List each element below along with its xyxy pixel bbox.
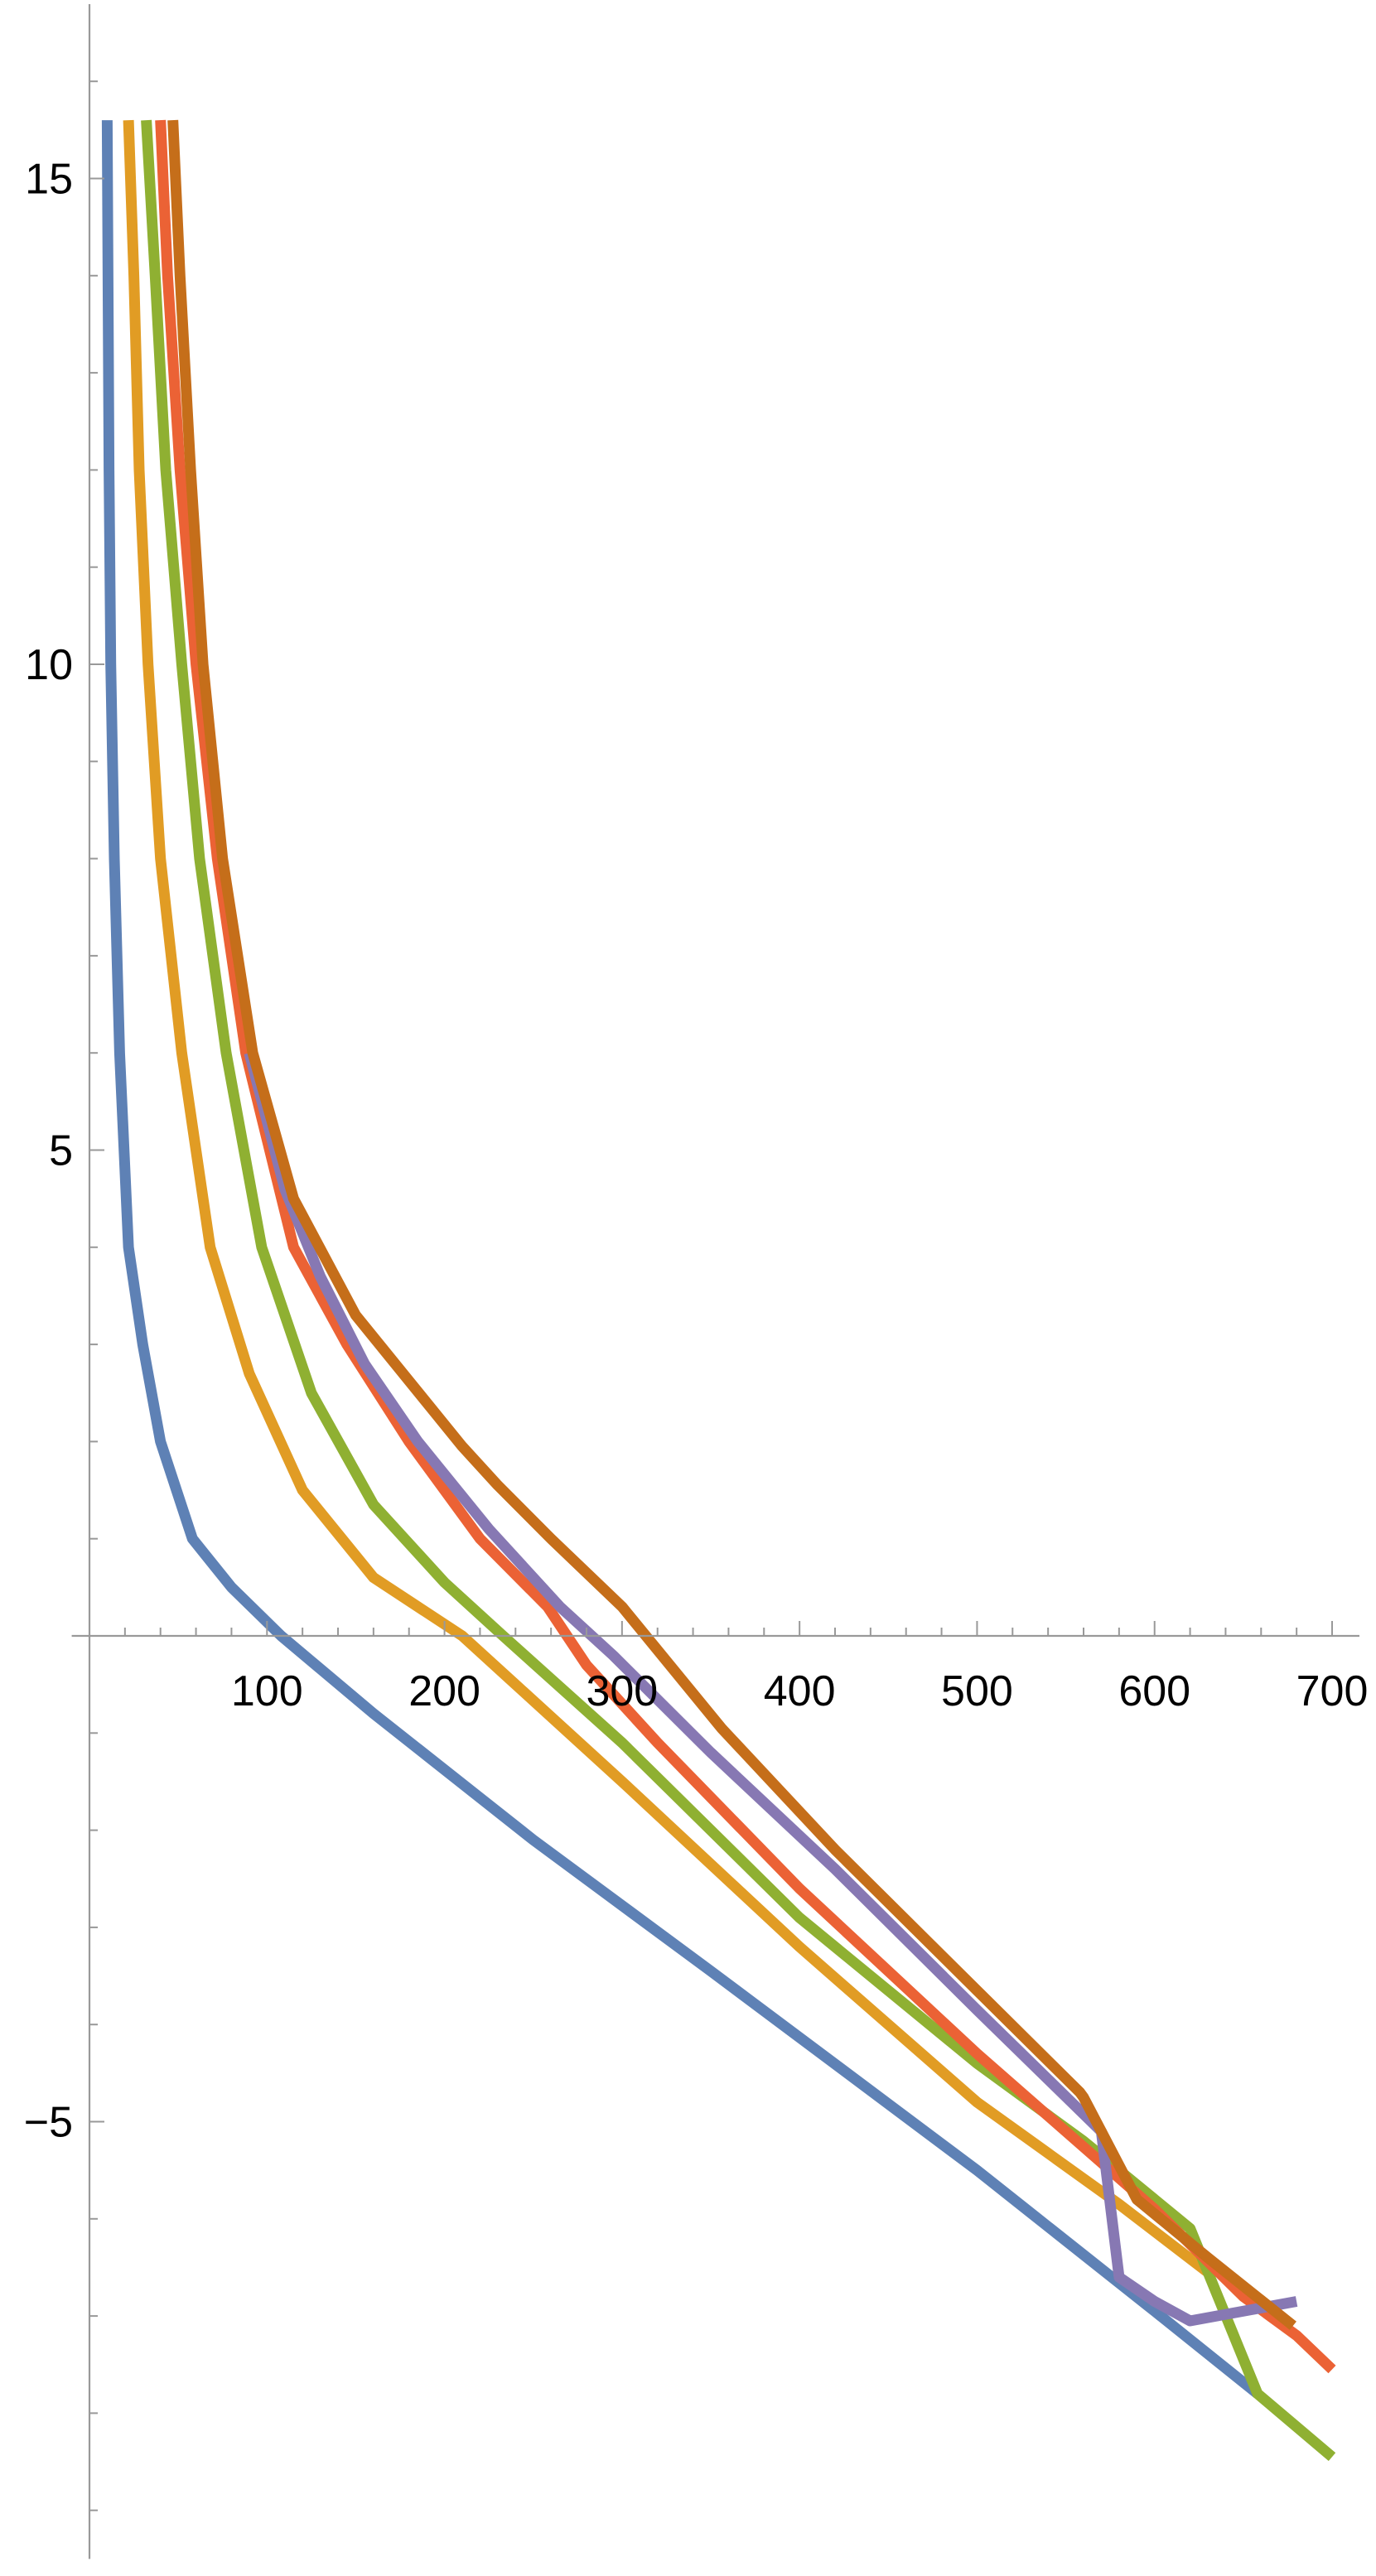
x-ticks: 100 200 300 400 500 600 700	[123, 1621, 1369, 1715]
y-tick-label: 5	[49, 1127, 73, 1175]
x-tick-label: 300	[586, 1667, 658, 1715]
y-tick-label: 15	[25, 156, 73, 204]
y-ticks: −5 5 10 15	[24, 80, 104, 2511]
x-tick-label: 200	[408, 1667, 480, 1715]
x-tick-label: 100	[231, 1667, 303, 1715]
series-line-6	[167, 119, 1296, 2330]
x-tick-label: 500	[941, 1667, 1013, 1715]
x-tick-label: 600	[1118, 1667, 1190, 1715]
series-line-4	[155, 119, 1336, 2374]
x-tick-label: 400	[764, 1667, 836, 1715]
axes-layer: 100 200 300 400 500 600 700 −5 5 10 15	[24, 4, 1369, 2559]
y-tick-label: −5	[24, 2099, 73, 2147]
series-line-5	[244, 1051, 1298, 2327]
series-layer	[101, 119, 1336, 2462]
series-line-2	[123, 119, 1211, 2277]
series-line-1	[101, 120, 1262, 2398]
x-tick-label: 700	[1296, 1667, 1369, 1715]
y-tick-label: 10	[25, 641, 73, 689]
